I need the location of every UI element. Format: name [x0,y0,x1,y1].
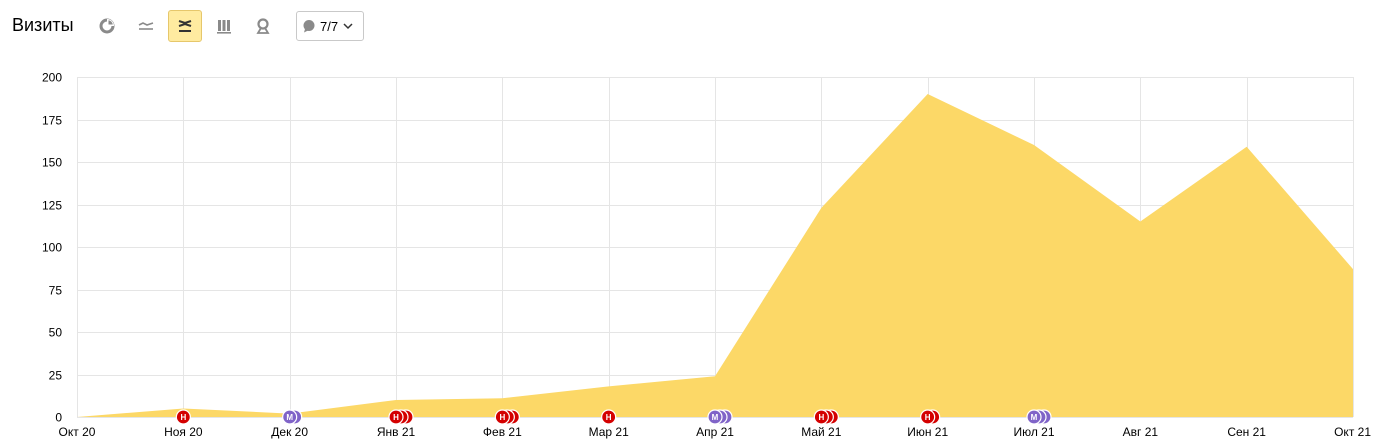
annotation-letter: М [712,413,719,422]
annotation-circle [494,409,510,425]
annotation-letter: М [1031,413,1038,422]
annotation-marker[interactable]: Н [920,409,941,425]
annotation-letter: Н [180,413,186,422]
line-chart-button[interactable] [129,10,163,42]
annotation-marker[interactable]: М [707,409,733,425]
annotation-circle [388,409,404,425]
x-tick-label: Янв 21 [377,425,416,439]
x-tick-label: Окт 21 [1334,425,1371,439]
bar-chart-button[interactable] [207,10,241,42]
x-tick-label: Сен 21 [1227,425,1266,439]
x-tick-label: Окт 20 [59,425,96,439]
map-button[interactable] [246,10,280,42]
x-tick-label: Фев 21 [483,425,522,439]
annotation-marker[interactable]: М [1026,409,1052,425]
annotation-letter: Н [925,413,931,422]
y-tick-label: 200 [42,71,62,85]
y-tick-label: 0 [55,411,62,425]
y-tick-label: 175 [42,114,62,128]
annotation-letter: Н [606,413,612,422]
annotation-circle [601,409,617,425]
x-tick-label: Июн 21 [907,425,948,439]
annotation-circle [175,409,191,425]
area-chart-icon [178,20,192,32]
annotations-count: 7/7 [320,18,339,34]
x-tick-label: Авг 21 [1123,425,1159,439]
annotation-marker[interactable]: Н [494,409,520,425]
annotations-dropdown[interactable]: 7/7 [296,11,364,41]
page-title: Визиты [12,15,74,35]
chart-toolbar: Визиты [0,0,1377,52]
x-tick-label: Мар 21 [589,425,629,439]
y-tick-label: 75 [49,284,63,298]
annotation-marker[interactable]: М [282,409,303,425]
pie-chart-icon [99,18,115,34]
y-tick-label: 100 [42,241,62,255]
x-tick-label: Ноя 20 [164,425,203,439]
annotation-circle [813,409,829,425]
x-tick-label: Апр 21 [696,425,734,439]
y-tick-label: 150 [42,156,62,170]
map-pin-icon [256,18,270,34]
x-tick-label: Дек 20 [271,425,308,439]
annotation-circle [920,409,936,425]
y-tick-label: 125 [42,199,62,213]
y-tick-label: 25 [49,369,63,383]
annotation-marker[interactable]: Н [175,409,191,425]
annotation-letter: Н [393,413,399,422]
x-tick-label: Июл 21 [1013,425,1054,439]
comment-icon [303,20,315,33]
pie-chart-button[interactable] [90,10,124,42]
annotation-letter: М [286,413,293,422]
line-chart-icon [138,22,154,30]
chevron-down-icon [343,23,353,30]
annotation-circle [707,409,723,425]
annotation-circle [282,409,298,425]
x-tick-label: Май 21 [801,425,842,439]
annotation-marker[interactable]: Н [388,409,414,425]
visits-area [77,94,1353,417]
annotation-marker[interactable]: Н [601,409,617,425]
y-tick-label: 50 [49,326,63,340]
annotation-marker[interactable]: Н [813,409,839,425]
annotation-circle [1026,409,1042,425]
area-chart-button[interactable] [168,10,202,42]
annotation-letter: Н [499,413,505,422]
bar-chart-icon [217,20,231,34]
annotation-letter: Н [818,413,824,422]
